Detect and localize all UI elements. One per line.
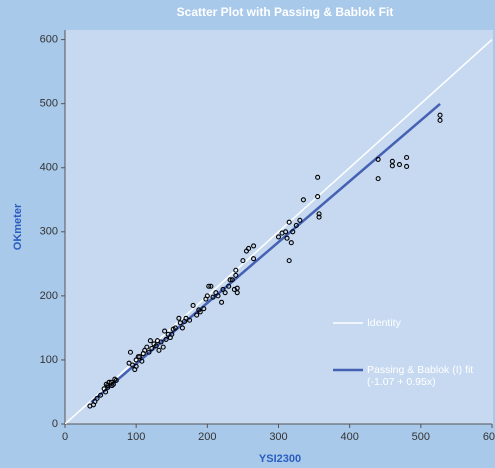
point: [246, 245, 252, 252]
point: [176, 315, 182, 321]
y-tick-label: 400: [40, 162, 58, 174]
point: [158, 339, 164, 345]
point: [316, 214, 322, 220]
point: [147, 338, 153, 344]
point: [103, 389, 109, 395]
point: [316, 211, 322, 217]
point: [201, 306, 207, 312]
point: [222, 290, 228, 296]
point: [251, 256, 257, 262]
x-tick-label: 300: [269, 431, 287, 443]
point: [179, 325, 185, 331]
point: [103, 381, 109, 387]
fit-line: [65, 39, 493, 424]
point: [113, 377, 119, 383]
point: [127, 349, 134, 355]
point: [219, 299, 225, 305]
x-tick-label: 400: [340, 431, 358, 443]
point: [284, 235, 290, 241]
point: [226, 283, 232, 289]
y-tick-label: 600: [40, 34, 58, 46]
x-tick-label: 500: [412, 431, 430, 443]
point: [146, 349, 152, 355]
x-tick-label: 0: [62, 431, 68, 443]
point: [297, 217, 303, 223]
point: [288, 240, 294, 246]
plot-content: [65, 39, 493, 424]
point: [286, 258, 292, 264]
point: [396, 161, 403, 168]
point: [283, 229, 289, 235]
point: [169, 331, 175, 337]
point: [229, 277, 235, 283]
y-tick-label: 100: [40, 354, 58, 366]
point: [190, 302, 196, 309]
y-tick-label: 200: [40, 290, 58, 302]
point: [194, 312, 200, 318]
legend-label: Identity: [367, 317, 402, 329]
point: [375, 156, 381, 162]
legend-label: Passing & Bablok (I) fit: [367, 364, 473, 376]
y-tick-label: 300: [40, 226, 58, 238]
point: [275, 234, 282, 240]
point: [139, 358, 145, 364]
point: [437, 117, 443, 123]
chart-title: Scatter Plot with Passing & Bablok Fit: [177, 5, 394, 19]
point: [251, 243, 257, 249]
point: [109, 383, 115, 389]
point: [315, 174, 321, 180]
point: [286, 219, 292, 225]
point: [172, 325, 178, 331]
point: [162, 328, 168, 334]
x-tick-label: 200: [198, 431, 216, 443]
point: [156, 347, 162, 353]
x-tick-label: 600: [483, 431, 495, 443]
point: [186, 317, 193, 323]
point: [234, 290, 240, 296]
point: [210, 294, 216, 300]
point: [144, 344, 150, 350]
point: [149, 345, 155, 351]
point: [290, 229, 296, 235]
point: [137, 354, 143, 360]
point: [437, 112, 443, 118]
point: [206, 283, 212, 289]
legend-equation: (-1.07 + 0.95x): [367, 376, 436, 388]
point: [227, 277, 233, 283]
point: [215, 293, 221, 299]
point: [204, 293, 210, 299]
point: [293, 222, 299, 228]
x-axis-title: YSI2300: [259, 453, 301, 465]
y-tick-label: 0: [52, 418, 58, 430]
point: [163, 336, 169, 342]
point: [240, 258, 246, 264]
point: [160, 344, 166, 350]
point: [177, 320, 183, 326]
point: [133, 363, 139, 369]
point: [94, 395, 100, 401]
point: [389, 163, 395, 169]
point: [153, 343, 159, 349]
point: [208, 283, 214, 289]
point: [233, 267, 239, 273]
point: [404, 154, 410, 161]
point: [375, 176, 381, 182]
x-tick-label: 100: [127, 431, 145, 443]
point: [197, 309, 203, 315]
point: [233, 272, 239, 278]
point: [315, 194, 321, 200]
y-tick-label: 500: [40, 98, 58, 110]
point: [300, 197, 306, 203]
point: [98, 392, 104, 398]
y-axis-title: OKmeter: [12, 203, 24, 250]
fit-line: [90, 102, 441, 404]
point: [404, 163, 410, 170]
